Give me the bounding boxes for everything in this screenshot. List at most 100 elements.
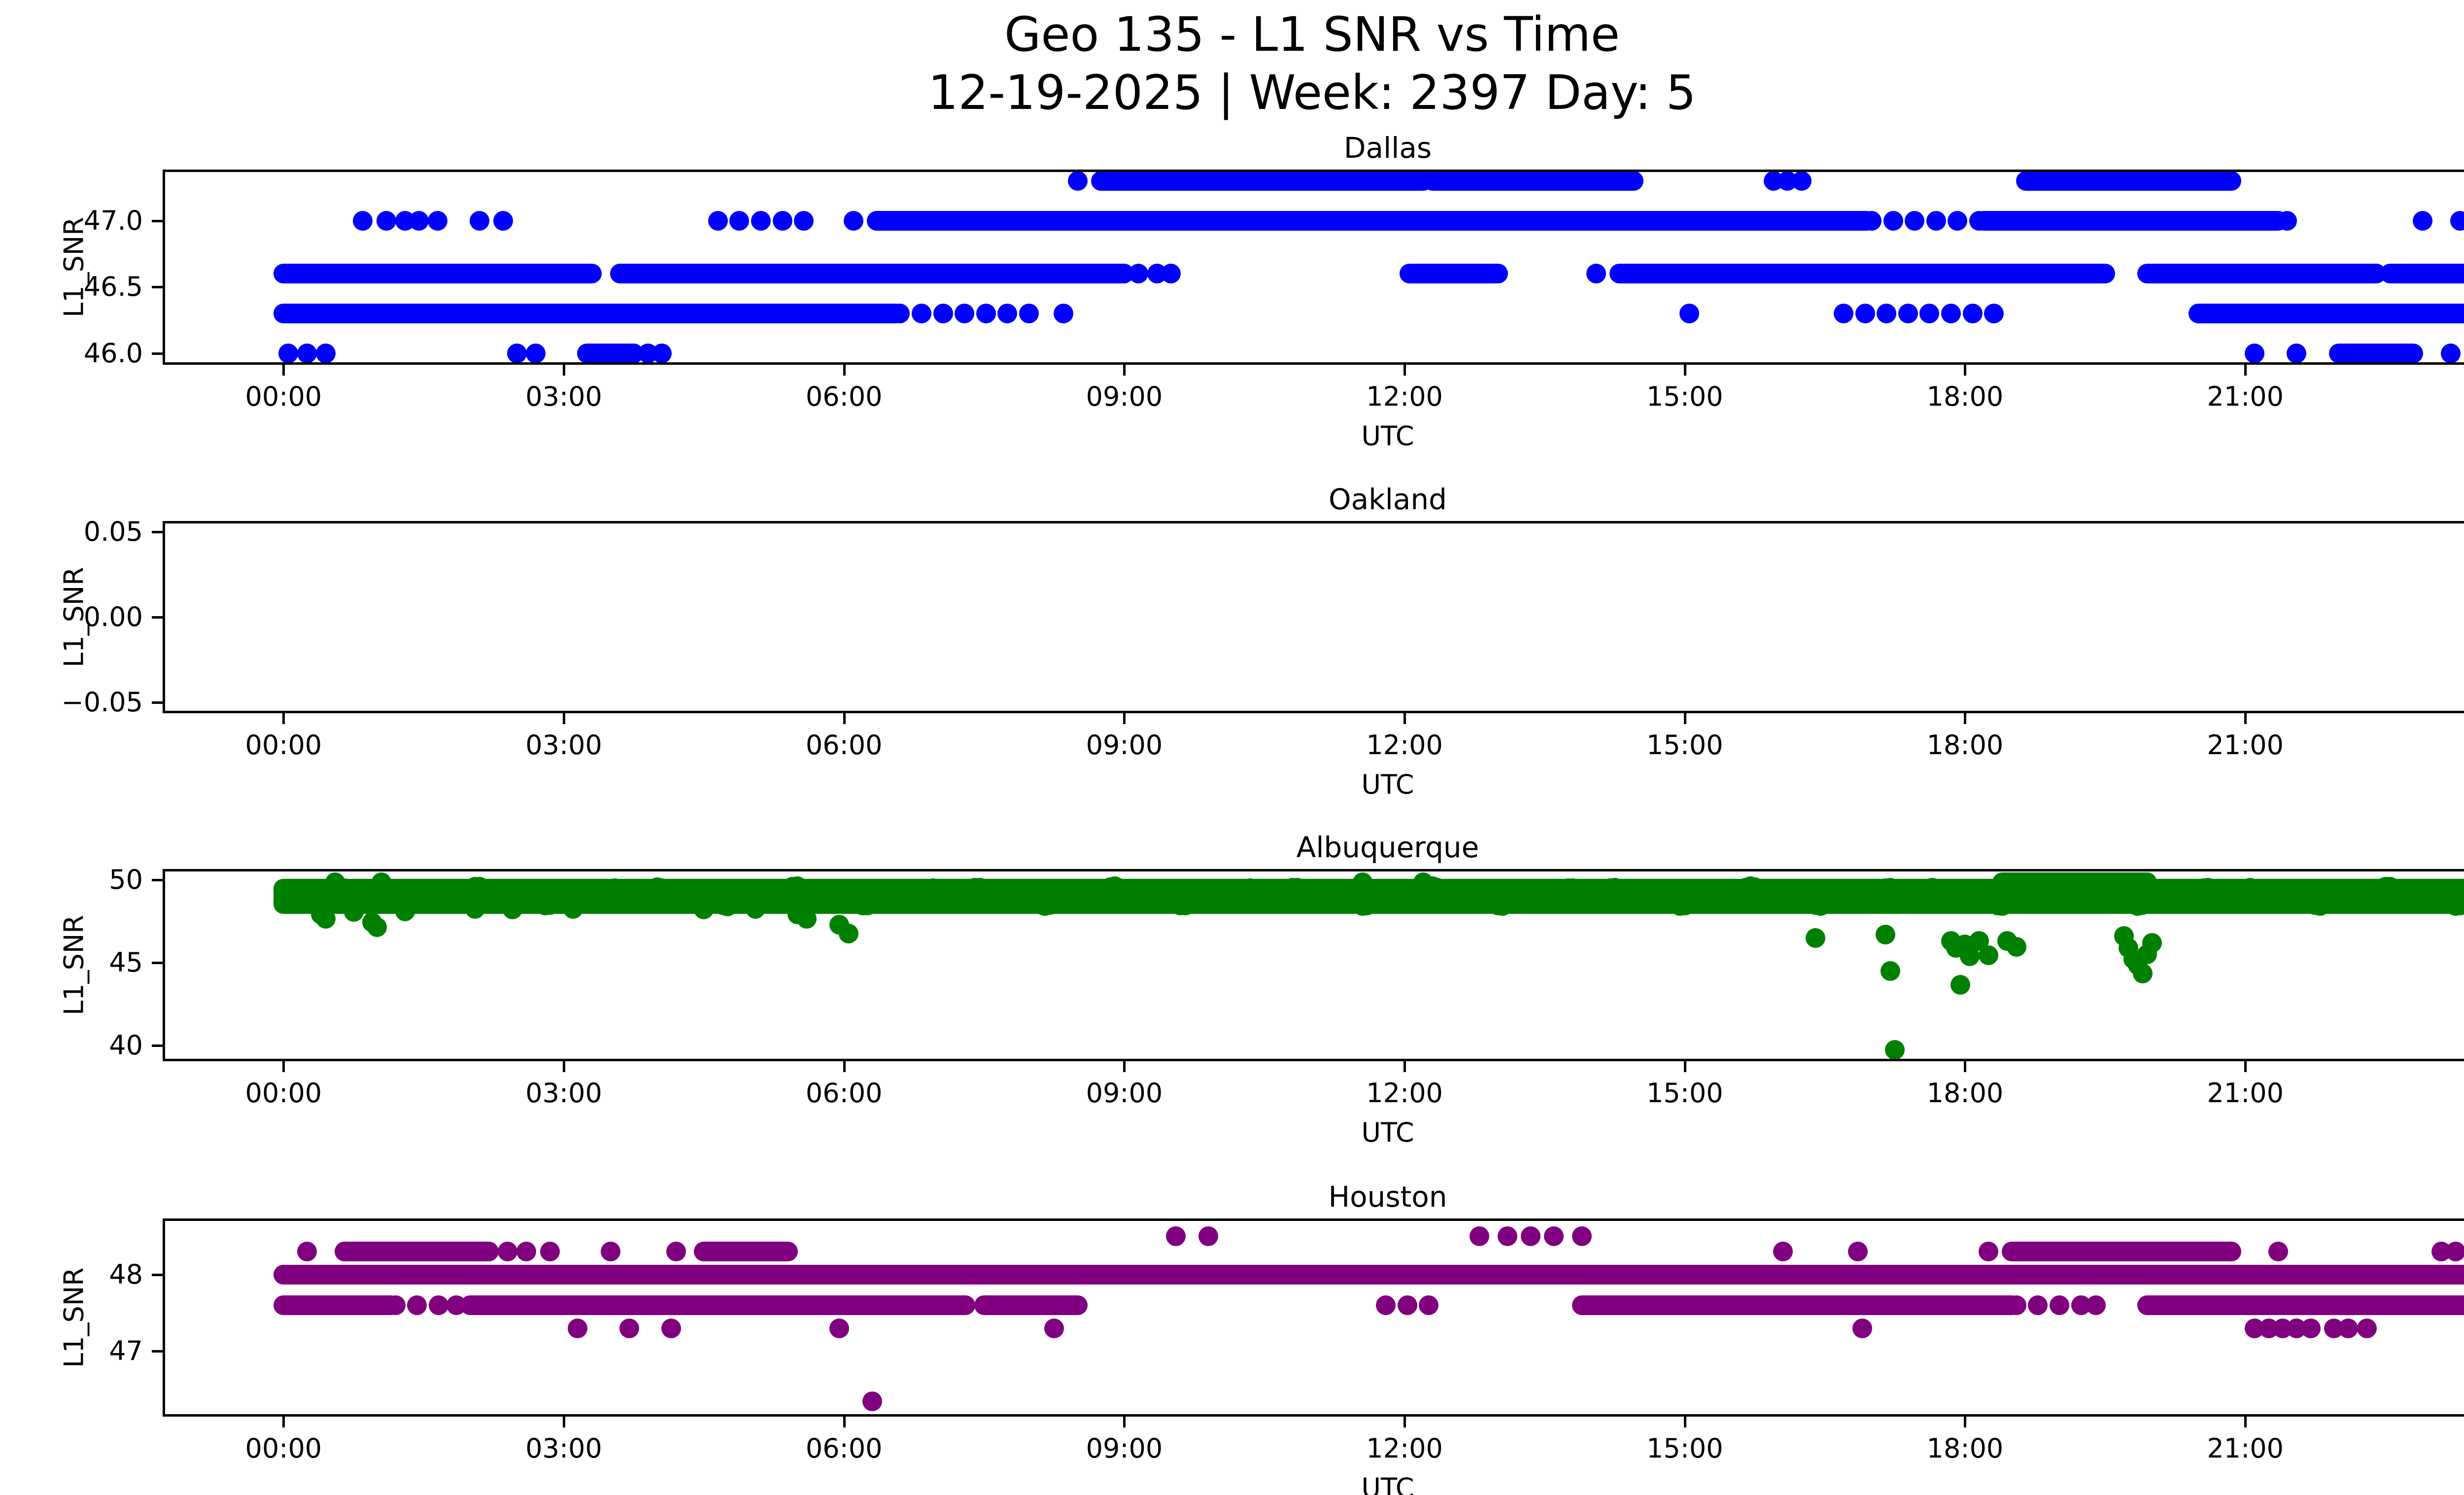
x-tick-mark — [843, 1061, 846, 1072]
scatter-dot — [2006, 1295, 2026, 1316]
scatter-dot — [976, 304, 996, 324]
x-tick-mark — [843, 1417, 846, 1427]
axes-oakland — [163, 521, 2464, 713]
scatter-dot — [652, 344, 672, 362]
scatter-segment — [1609, 264, 2115, 284]
scatter-dot — [1919, 304, 1940, 324]
scatter-dot — [1969, 210, 1989, 231]
y-axis-label: L1_SNR — [58, 567, 90, 667]
y-tick-mark — [152, 961, 163, 964]
x-tick-label: 00:00 — [245, 1433, 322, 1464]
scatter-dot — [568, 1318, 588, 1338]
x-tick-mark — [563, 365, 566, 376]
scatter-segment — [2002, 1242, 2241, 1262]
y-tick-mark — [152, 1273, 163, 1276]
x-tick-label: 03:00 — [525, 381, 602, 412]
scatter-dot — [729, 210, 750, 231]
scatter-dot — [2287, 344, 2307, 362]
x-tick-label: 15:00 — [1646, 730, 1723, 761]
x-tick-mark — [1683, 1061, 1686, 1072]
x-tick-label: 09:00 — [1086, 1433, 1163, 1464]
scatter-dot — [2086, 1295, 2106, 1316]
x-tick-label: 18:00 — [1926, 1078, 2004, 1109]
scatter-dot — [1848, 1242, 1868, 1262]
y-tick-label: 47.0 — [83, 205, 143, 236]
scatter-dot — [912, 304, 932, 324]
scatter-dot — [955, 304, 975, 324]
y-tick-label: 46.0 — [83, 338, 143, 369]
y-tick-mark — [152, 616, 163, 619]
subplot-title-dallas: Dallas — [1343, 131, 1432, 165]
x-tick-label: 09:00 — [1086, 381, 1163, 412]
scatter-dot — [1905, 210, 1925, 231]
scatter-dot — [1951, 975, 1971, 995]
x-tick-mark — [1964, 1061, 1967, 1072]
x-tick-label: 00:00 — [2452, 1077, 2464, 1110]
scatter-dot — [409, 210, 429, 231]
x-tick-label: 06:00 — [805, 1433, 883, 1464]
y-axis-label: L1_SNR — [58, 217, 90, 317]
scatter-dot — [839, 924, 859, 944]
y-tick-label: 50 — [109, 864, 143, 895]
x-tick-mark — [1964, 1417, 1967, 1427]
scatter-segment — [1091, 172, 1434, 191]
scatter-dot — [1067, 172, 1088, 191]
scatter-dot — [367, 917, 387, 937]
scatter-dot — [2028, 1295, 2048, 1316]
scatter-dot — [751, 210, 771, 231]
scatter-dot — [502, 900, 522, 920]
scatter-dot — [343, 902, 364, 922]
scatter-dot — [600, 1242, 620, 1262]
x-tick-label: 06:00 — [805, 1078, 883, 1109]
scatter-dot — [1984, 304, 2004, 324]
scatter-dot — [1469, 1226, 1489, 1247]
scatter-dot — [1948, 210, 1968, 231]
scatter-dot — [493, 210, 513, 231]
scatter-dot — [1877, 304, 1897, 324]
scatter-segment — [460, 1295, 976, 1316]
x-tick-label: 21:00 — [2207, 1078, 2284, 1109]
scatter-dot — [829, 1318, 850, 1338]
scatter-dot — [2450, 210, 2464, 231]
y-axis-label: L1_SNR — [58, 1267, 90, 1368]
x-tick-mark — [563, 713, 566, 724]
scatter-dot — [353, 210, 373, 231]
y-tick-mark — [152, 1350, 163, 1353]
x-tick-label: 21:00 — [2207, 381, 2284, 412]
scatter-dot — [325, 872, 345, 892]
scatter-dot — [395, 901, 415, 921]
scatter-dot — [376, 210, 396, 231]
scatter-dot — [1019, 304, 1039, 324]
x-tick-label: 00:00 — [2452, 729, 2464, 762]
scatter-dot — [470, 210, 490, 231]
scatter-segment — [974, 1295, 1088, 1316]
x-tick-mark — [1123, 1417, 1126, 1427]
scatter-dot — [890, 304, 910, 324]
scatter-dot — [794, 210, 814, 231]
scatter-dot — [772, 210, 792, 231]
scatter-dot — [1806, 928, 1826, 948]
y-tick-mark — [152, 352, 163, 355]
scatter-dot — [1044, 1318, 1064, 1338]
scatter-dot — [708, 210, 728, 231]
x-axis-label: UTC — [1361, 1117, 1414, 1148]
axes-houston — [163, 1218, 2464, 1417]
scatter-dot — [1572, 1226, 1592, 1247]
subplot-title-houston: Houston — [1328, 1180, 1447, 1214]
scatter-dot — [1586, 264, 1606, 284]
y-tick-label: 45 — [109, 946, 143, 978]
scatter-dot — [2441, 344, 2461, 362]
scatter-dot — [1397, 1295, 1417, 1316]
scatter-dot — [862, 1391, 882, 1411]
y-tick-label: 0.00 — [83, 601, 143, 632]
x-tick-label: 18:00 — [1926, 730, 2004, 761]
scatter-dot — [1978, 945, 1998, 965]
scatter-dot — [1834, 304, 1854, 324]
x-tick-label: 15:00 — [1646, 1078, 1723, 1109]
y-tick-mark — [152, 286, 163, 289]
scatter-dot — [1128, 264, 1148, 284]
scatter-dot — [2460, 889, 2464, 909]
scatter-dot — [933, 304, 953, 324]
x-tick-mark — [1403, 1061, 1406, 1072]
scatter-dot — [2338, 1318, 2358, 1338]
